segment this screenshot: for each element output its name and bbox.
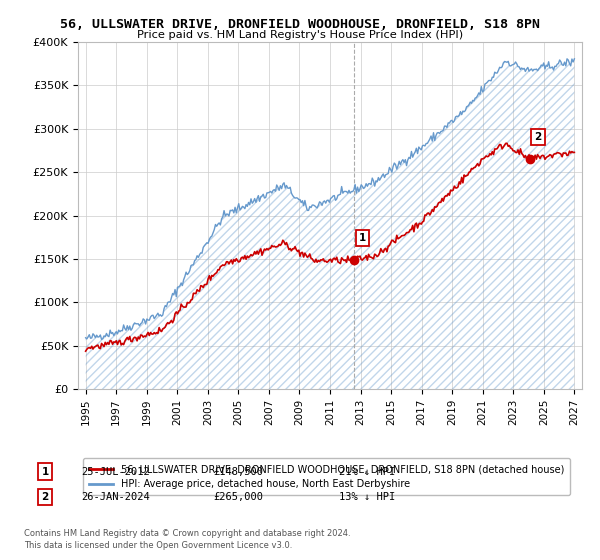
Text: Price paid vs. HM Land Registry's House Price Index (HPI): Price paid vs. HM Land Registry's House … [137,30,463,40]
Text: This data is licensed under the Open Government Licence v3.0.: This data is licensed under the Open Gov… [24,541,292,550]
Text: 26-JAN-2024: 26-JAN-2024 [81,492,150,502]
Legend: 56, ULLSWATER DRIVE, DRONFIELD WOODHOUSE, DRONFIELD, S18 8PN (detached house), H: 56, ULLSWATER DRIVE, DRONFIELD WOODHOUSE… [83,458,570,495]
Text: 21% ↓ HPI: 21% ↓ HPI [339,466,395,477]
Text: 56, ULLSWATER DRIVE, DRONFIELD WOODHOUSE, DRONFIELD, S18 8PN: 56, ULLSWATER DRIVE, DRONFIELD WOODHOUSE… [60,18,540,31]
Text: 25-JUL-2012: 25-JUL-2012 [81,466,150,477]
Text: Contains HM Land Registry data © Crown copyright and database right 2024.: Contains HM Land Registry data © Crown c… [24,530,350,539]
Text: £148,500: £148,500 [213,466,263,477]
Text: 2: 2 [535,132,542,142]
Text: 13% ↓ HPI: 13% ↓ HPI [339,492,395,502]
Text: 1: 1 [41,466,49,477]
Text: £265,000: £265,000 [213,492,263,502]
Text: 2: 2 [41,492,49,502]
Text: 1: 1 [359,233,366,243]
